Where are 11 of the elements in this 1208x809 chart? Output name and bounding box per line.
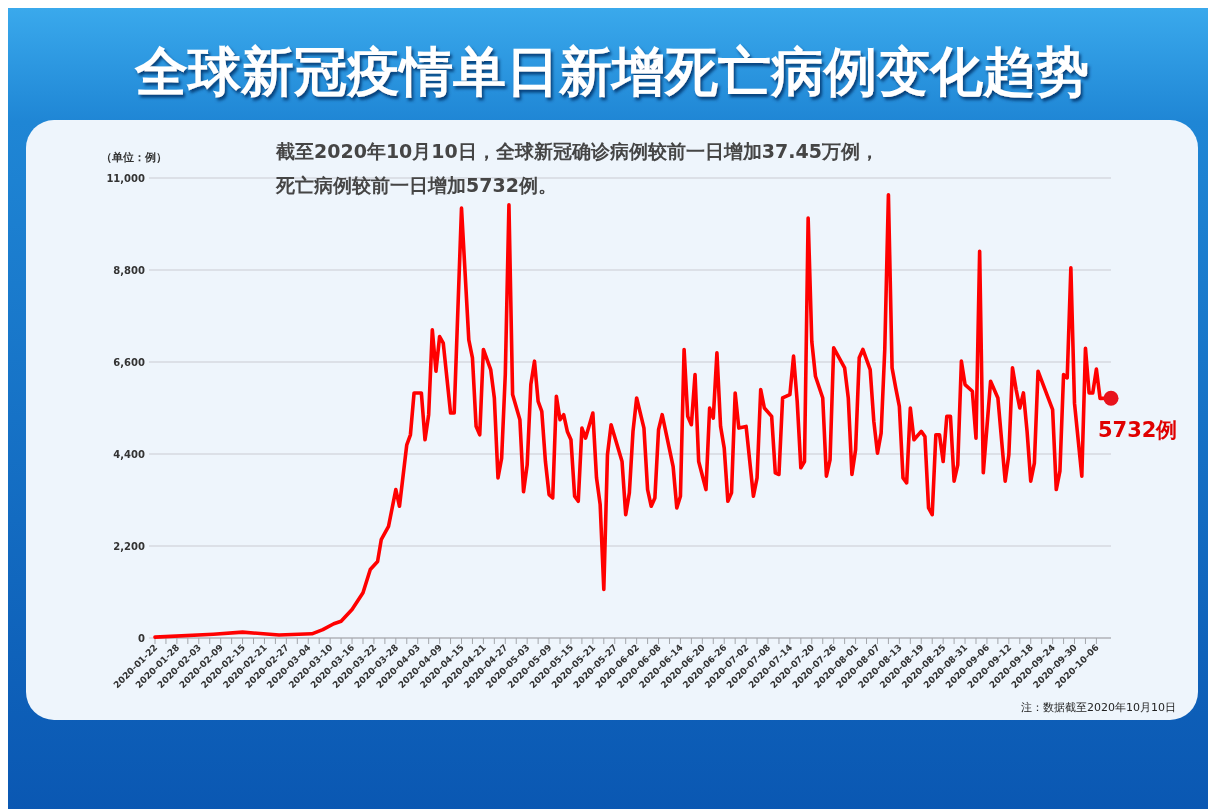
- y-tick-label: 11,000: [106, 172, 146, 184]
- annotation: 截至2020年10月10日，全球新冠确诊病例较前一日增加37.45万例，死亡病例较前一日增加5732例。: [275, 140, 879, 196]
- y-tick-label: 2,200: [113, 540, 146, 552]
- annotation: 5732例: [1098, 418, 1178, 443]
- y-axis-title: （单位：例）: [101, 151, 167, 164]
- y-tick-label: 0: [138, 632, 146, 644]
- text: 注：数据截至2020年10月10日: [1021, 701, 1176, 714]
- y-tick-label: 8,800: [113, 264, 146, 276]
- y-tick-label: 6,600: [113, 356, 146, 368]
- chart-title: 全球新冠疫情单日新增死亡病例变化趋势: [134, 41, 1089, 102]
- y-tick-label: 4,400: [113, 448, 146, 460]
